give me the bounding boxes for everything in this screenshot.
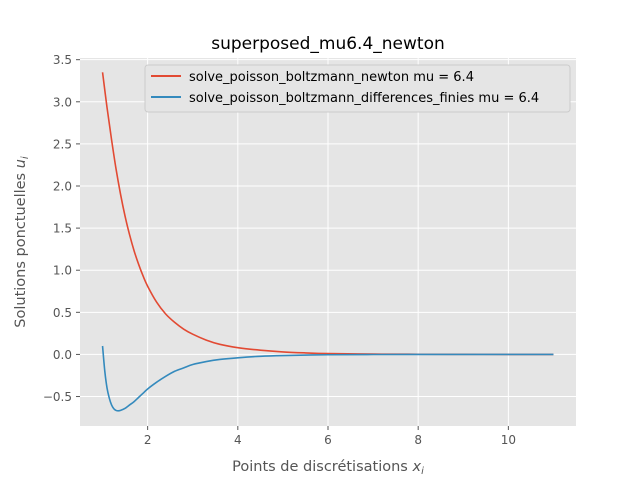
legend-label-differences-finies: solve_poisson_boltzmann_differences_fini… (189, 91, 539, 106)
x-tick-label: 8 (414, 433, 422, 447)
y-tick-label: 1.0 (53, 264, 72, 278)
y-axis-label: Solutions ponctuelles ui (13, 156, 31, 328)
x-axis-ticks: 2 4 6 8 10 (144, 426, 516, 447)
y-axis-ticks: −0.5 0.0 0.5 1.0 1.5 2.0 2.5 3.0 3.5 (43, 53, 80, 404)
legend-label-newton: solve_poisson_boltzmann_newton mu = 6.4 (189, 70, 474, 85)
y-tick-label: 0.5 (53, 306, 72, 320)
x-axis-label: Points de discrétisations xi (232, 459, 424, 477)
y-axis-label-text: Solutions ponctuelles (13, 173, 29, 328)
series-layer (101, 72, 554, 412)
x-tick-label: 10 (501, 433, 516, 447)
x-axis-label-symbol: x (411, 459, 421, 475)
y-tick-label: 2.0 (53, 180, 72, 194)
y-tick-label: 0.0 (53, 348, 72, 362)
y-tick-label: −0.5 (43, 390, 72, 404)
x-tick-label: 2 (144, 433, 152, 447)
legend-box (144, 64, 571, 113)
x-axis-label-subscript: i (421, 466, 424, 477)
y-tick-label: 3.0 (53, 95, 72, 109)
legend: solve_poisson_boltzmann_newton mu = 6.4 … (144, 64, 571, 113)
x-axis-label-text: Points de discrétisations (232, 459, 408, 475)
x-tick-label: 6 (324, 433, 332, 447)
y-tick-label: 1.5 (53, 222, 72, 236)
y-axis-label-symbol: u (13, 159, 29, 168)
y-tick-label: 2.5 (53, 137, 72, 151)
chart-title: superposed_mu6.4_newton (211, 34, 445, 54)
y-axis-label-subscript: i (20, 156, 31, 159)
series-line-differences-finies (101, 345, 554, 412)
x-tick-label: 4 (234, 433, 242, 447)
y-tick-label: 3.5 (53, 53, 72, 67)
